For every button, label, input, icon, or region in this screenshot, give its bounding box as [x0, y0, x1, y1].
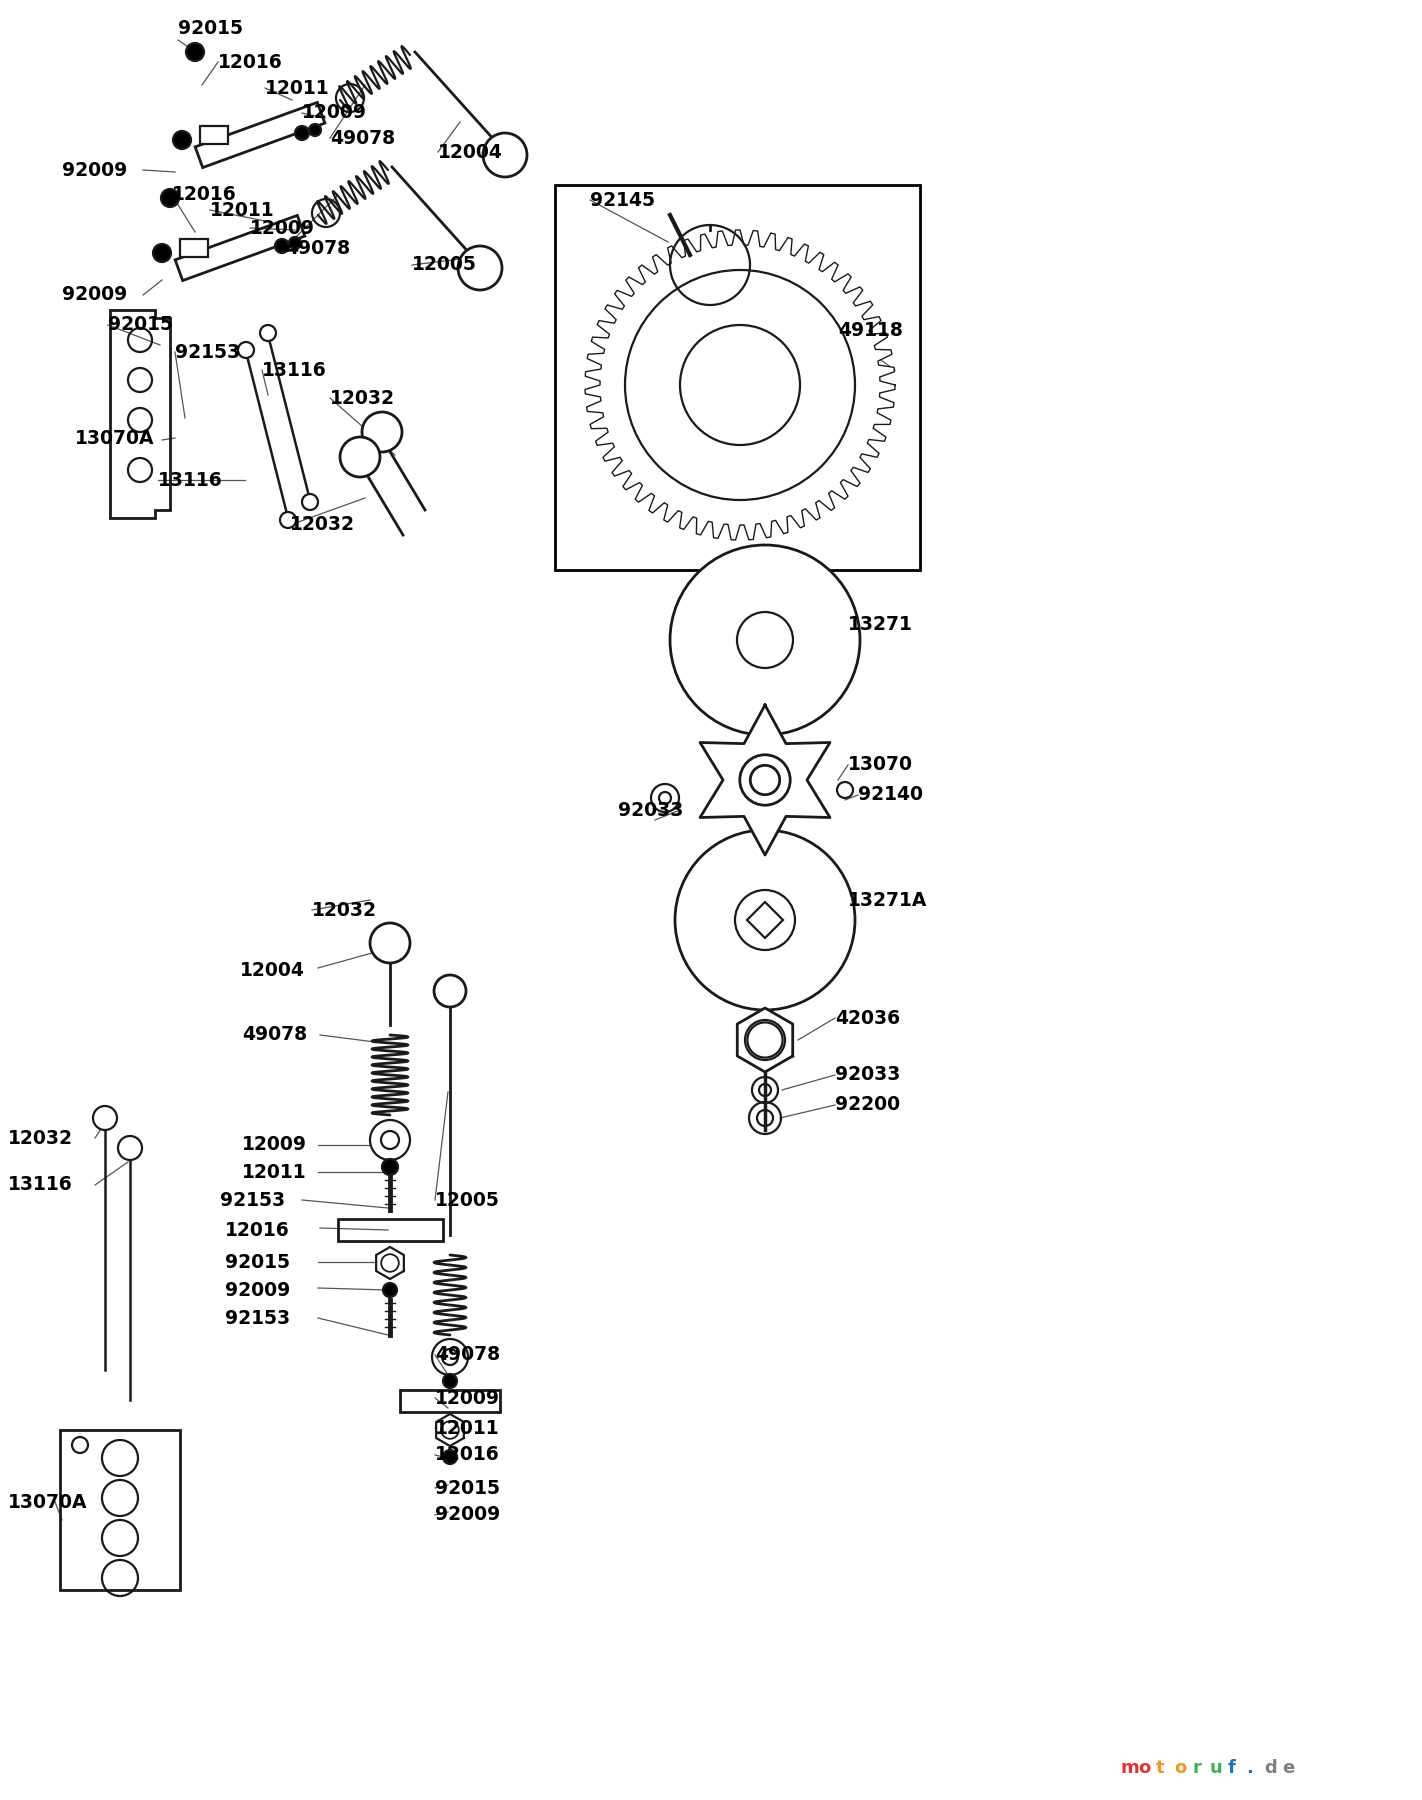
Text: 13116: 13116 — [262, 360, 327, 380]
Circle shape — [280, 511, 296, 527]
Circle shape — [444, 1451, 456, 1463]
Text: 92015: 92015 — [178, 18, 243, 38]
Circle shape — [670, 545, 860, 734]
Polygon shape — [377, 1247, 404, 1280]
Text: 92153: 92153 — [225, 1309, 290, 1328]
Bar — [60, 1429, 181, 1589]
Text: 92009: 92009 — [63, 286, 127, 304]
Circle shape — [434, 976, 466, 1006]
Text: .: . — [1246, 1759, 1253, 1777]
Text: 92140: 92140 — [857, 785, 923, 805]
Text: 12032: 12032 — [311, 900, 377, 920]
Text: 12011: 12011 — [210, 200, 274, 220]
Text: 12009: 12009 — [250, 218, 316, 238]
Text: o: o — [1138, 1759, 1150, 1777]
Text: 12032: 12032 — [290, 515, 356, 535]
Polygon shape — [584, 230, 894, 540]
Circle shape — [737, 612, 793, 668]
Text: 92009: 92009 — [63, 160, 127, 180]
Text: 13116: 13116 — [158, 470, 223, 490]
Text: 12009: 12009 — [435, 1388, 501, 1408]
Text: 12009: 12009 — [301, 103, 367, 122]
Text: 92015: 92015 — [435, 1478, 501, 1498]
Text: 12005: 12005 — [435, 1190, 501, 1210]
Circle shape — [309, 124, 321, 137]
Circle shape — [274, 239, 289, 254]
Text: 12032: 12032 — [9, 1129, 73, 1148]
Text: 92015: 92015 — [108, 315, 173, 335]
Text: 13070A: 13070A — [75, 428, 155, 448]
Text: 92009: 92009 — [435, 1505, 501, 1525]
Text: f: f — [1229, 1759, 1236, 1777]
Polygon shape — [437, 1415, 464, 1445]
Circle shape — [735, 889, 795, 950]
Text: 49118: 49118 — [838, 320, 903, 340]
Circle shape — [294, 126, 309, 140]
Text: 12032: 12032 — [330, 389, 395, 407]
Text: 12016: 12016 — [225, 1220, 290, 1240]
Text: 92033: 92033 — [835, 1066, 900, 1084]
Circle shape — [675, 830, 855, 1010]
Circle shape — [173, 131, 191, 149]
Text: 92200: 92200 — [835, 1096, 900, 1114]
Text: 12016: 12016 — [218, 52, 283, 72]
Circle shape — [483, 133, 528, 176]
Text: 92015: 92015 — [225, 1253, 290, 1271]
Text: 12004: 12004 — [438, 142, 503, 162]
Circle shape — [739, 754, 791, 805]
Text: 12005: 12005 — [412, 256, 476, 274]
Text: 49078: 49078 — [284, 238, 350, 257]
Circle shape — [260, 326, 276, 340]
Text: u: u — [1210, 1759, 1223, 1777]
Circle shape — [154, 245, 171, 263]
Text: 12011: 12011 — [435, 1418, 499, 1438]
Text: 13070: 13070 — [848, 756, 913, 774]
Bar — [181, 239, 208, 257]
Text: 49078: 49078 — [435, 1346, 501, 1364]
Text: 13116: 13116 — [9, 1175, 73, 1195]
Text: d: d — [1264, 1759, 1277, 1777]
Text: 13070A: 13070A — [9, 1492, 88, 1512]
Text: 92145: 92145 — [590, 191, 656, 209]
Circle shape — [444, 1373, 456, 1388]
Text: r: r — [1192, 1759, 1200, 1777]
Circle shape — [458, 247, 502, 290]
Circle shape — [383, 1283, 397, 1298]
Text: 92033: 92033 — [619, 801, 684, 819]
Circle shape — [92, 1105, 117, 1130]
Circle shape — [237, 342, 255, 358]
Circle shape — [383, 1159, 398, 1175]
Polygon shape — [737, 1008, 792, 1073]
Text: 12011: 12011 — [242, 1163, 307, 1181]
Text: 92153: 92153 — [220, 1190, 286, 1210]
Text: 13271: 13271 — [848, 616, 913, 635]
Text: 92009: 92009 — [225, 1280, 290, 1300]
Text: e: e — [1283, 1759, 1294, 1777]
Circle shape — [751, 765, 779, 796]
Circle shape — [301, 493, 319, 509]
Circle shape — [289, 238, 301, 248]
Text: 12016: 12016 — [172, 185, 236, 205]
Circle shape — [340, 437, 380, 477]
Circle shape — [118, 1136, 142, 1159]
Text: 12004: 12004 — [240, 961, 304, 979]
Text: 12016: 12016 — [435, 1445, 499, 1465]
Text: 42036: 42036 — [835, 1008, 900, 1028]
Bar — [201, 126, 228, 144]
Text: 92153: 92153 — [175, 342, 240, 362]
Circle shape — [186, 43, 203, 61]
Text: 12011: 12011 — [264, 79, 330, 97]
Circle shape — [161, 189, 179, 207]
Circle shape — [370, 923, 410, 963]
Polygon shape — [700, 706, 830, 855]
Text: 49078: 49078 — [242, 1026, 307, 1044]
Text: 13271A: 13271A — [848, 891, 927, 909]
Text: m: m — [1121, 1759, 1139, 1777]
Text: 49078: 49078 — [330, 128, 395, 148]
Text: t: t — [1156, 1759, 1165, 1777]
Text: 12009: 12009 — [242, 1136, 307, 1154]
Circle shape — [363, 412, 402, 452]
Text: o: o — [1175, 1759, 1186, 1777]
Bar — [555, 185, 920, 571]
